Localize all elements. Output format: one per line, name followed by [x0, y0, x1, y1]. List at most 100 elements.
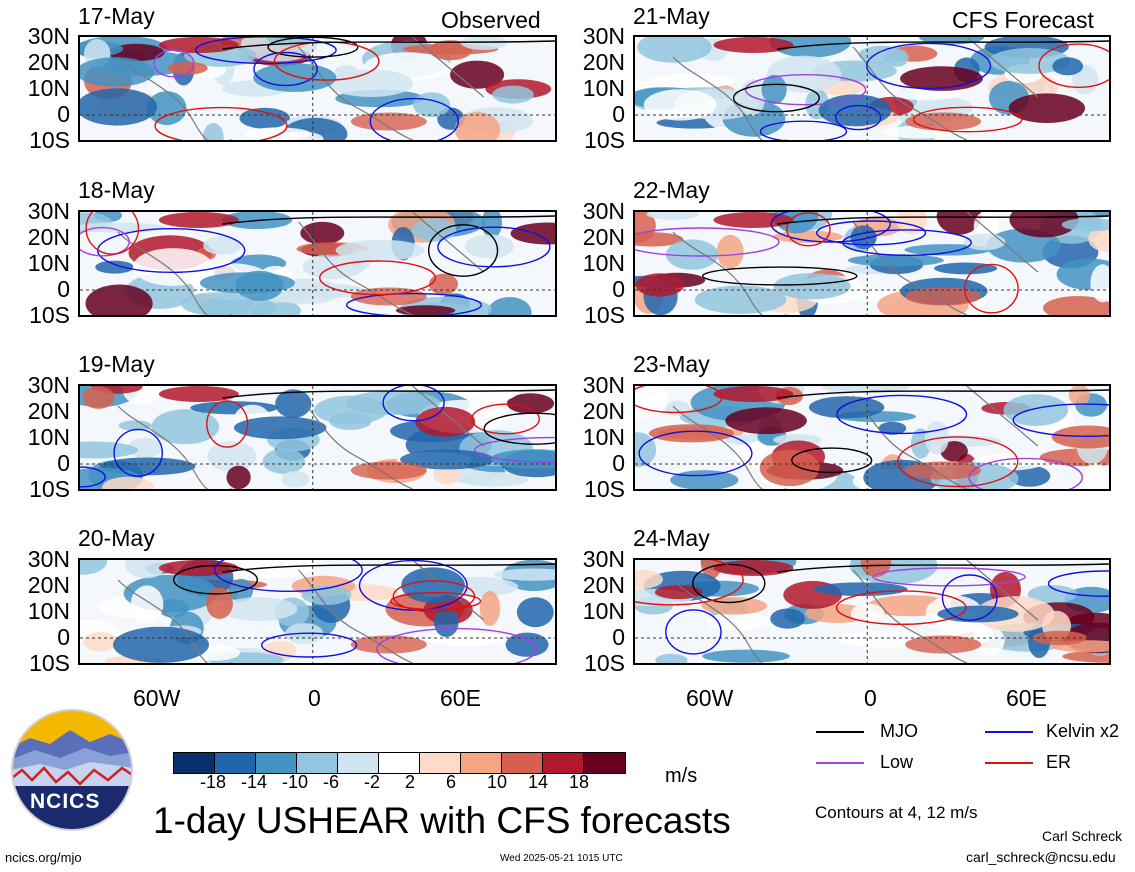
- colorbar-swatch: [338, 753, 379, 773]
- lat-label: 0: [57, 624, 70, 650]
- legend-line-er: [985, 762, 1033, 764]
- lon-label-60e-left: 60E: [440, 685, 481, 711]
- fcst-shear-map: [633, 558, 1111, 665]
- lon-label-60w-right: 60W: [686, 685, 734, 711]
- lat-label: 20N: [582, 398, 625, 424]
- footer-url[interactable]: ncics.org/mjo: [5, 850, 82, 865]
- lat-label: 10N: [27, 598, 70, 624]
- fcst-date-label: 24-May: [633, 525, 710, 551]
- lat-label: 30N: [582, 546, 625, 572]
- lat-label: 10S: [29, 476, 70, 502]
- obs-date-label: 20-May: [78, 525, 155, 551]
- figure-title: 1-day USHEAR with CFS forecasts: [153, 800, 731, 841]
- colorbar-unit: m/s: [665, 765, 698, 787]
- colorbar-tick-label: -6: [323, 772, 340, 792]
- fcst-shear-map: [633, 210, 1111, 317]
- colorbar-swatch: [461, 753, 502, 773]
- colorbar-tick-label: 14: [528, 772, 549, 792]
- lat-label: 30N: [27, 198, 70, 224]
- fcst-shear-map: [633, 35, 1111, 142]
- colorbar-swatch: [174, 753, 215, 773]
- colorbar-tick-label: 6: [446, 772, 457, 792]
- lat-label: 30N: [582, 372, 625, 398]
- colorbar-tick-label: -2: [364, 772, 381, 792]
- lat-label: 10S: [29, 302, 70, 328]
- lon-label-60w-left: 60W: [133, 685, 181, 711]
- obs-shear-map: [78, 384, 557, 491]
- lat-label: 0: [57, 450, 70, 476]
- obs-date-label: 17-May: [78, 3, 155, 29]
- ncics-logo: NCICS: [10, 708, 134, 832]
- colorbar-swatch: [297, 753, 338, 773]
- colorbar-tick-label: -10: [282, 772, 309, 792]
- author-email[interactable]: carl_schreck@ncsu.edu: [966, 849, 1116, 865]
- lat-label: 0: [57, 276, 70, 302]
- lon-label-0-right: 0: [864, 685, 877, 711]
- lat-label: 0: [612, 276, 625, 302]
- obs-date-label: 18-May: [78, 177, 155, 203]
- lat-label: 30N: [27, 372, 70, 398]
- colorbar-swatch: [215, 753, 256, 773]
- lat-label: 20N: [582, 49, 625, 75]
- colorbar-swatch: [543, 753, 584, 773]
- lat-label: 20N: [582, 224, 625, 250]
- lat-label: 20N: [27, 572, 70, 598]
- colorbar-tick-label: 10: [487, 772, 508, 792]
- lat-label: 20N: [27, 398, 70, 424]
- obs-shear-map: [78, 35, 557, 142]
- lat-label: 10N: [27, 75, 70, 101]
- lat-label: 30N: [27, 23, 70, 49]
- colorbar-tick-label: -14: [241, 772, 268, 792]
- colorbar-swatch: [379, 753, 420, 773]
- lat-label: 0: [612, 624, 625, 650]
- colorbar-swatch: [256, 753, 297, 773]
- lat-label: 10N: [582, 250, 625, 276]
- lat-label: 30N: [582, 198, 625, 224]
- lat-label: 0: [612, 101, 625, 127]
- colorbar-swatch: [420, 753, 461, 773]
- legend-mjo: MJO: [880, 721, 918, 741]
- lat-label: 10N: [582, 598, 625, 624]
- lon-label-0-left: 0: [308, 685, 321, 711]
- lat-label: 10S: [584, 127, 625, 153]
- lat-label: 10N: [582, 75, 625, 101]
- lat-label: 0: [612, 450, 625, 476]
- lat-label: 30N: [27, 546, 70, 572]
- legend-line-kelvin: [985, 731, 1033, 733]
- fcst-date-label: 21-May: [633, 3, 710, 29]
- lat-label: 30N: [582, 23, 625, 49]
- logo-text: NCICS: [30, 790, 101, 813]
- colorbar-tick-label: -18: [200, 772, 227, 792]
- contours-note: Contours at 4, 12 m/s: [815, 803, 978, 822]
- lat-label: 10S: [584, 302, 625, 328]
- legend-low: Low: [880, 752, 914, 772]
- obs-shear-map: [78, 558, 557, 665]
- colorbar-swatch: [584, 753, 625, 773]
- lat-label: 10S: [29, 650, 70, 676]
- fcst-shear-map: [633, 384, 1111, 491]
- lat-label: 10S: [584, 476, 625, 502]
- fcst-date-label: 23-May: [633, 351, 710, 377]
- lat-label: 20N: [582, 572, 625, 598]
- fcst-date-label: 22-May: [633, 177, 710, 203]
- observed-label: Observed: [441, 7, 541, 33]
- legend-line-mjo: [816, 731, 864, 733]
- colorbar-tick-label: 2: [405, 772, 416, 792]
- forecast-label: CFS Forecast: [952, 7, 1094, 33]
- author-name: Carl Schreck: [1042, 828, 1123, 844]
- obs-shear-map: [78, 210, 557, 317]
- colorbar-swatch: [502, 753, 543, 773]
- legend-line-low: [816, 762, 864, 764]
- lat-label: 0: [57, 101, 70, 127]
- footer-timestamp: Wed 2025-05-21 1015 UTC: [500, 853, 623, 864]
- lat-label: 10S: [584, 650, 625, 676]
- legend-er: ER: [1046, 752, 1072, 772]
- legend-kelvin: Kelvin x2: [1046, 721, 1120, 741]
- lat-label: 10N: [27, 424, 70, 450]
- lon-label-60e-right: 60E: [1006, 685, 1047, 711]
- lat-label: 20N: [27, 224, 70, 250]
- lat-label: 10N: [582, 424, 625, 450]
- lat-label: 10N: [27, 250, 70, 276]
- obs-date-label: 19-May: [78, 351, 155, 377]
- colorbar-tick-label: 18: [569, 772, 590, 792]
